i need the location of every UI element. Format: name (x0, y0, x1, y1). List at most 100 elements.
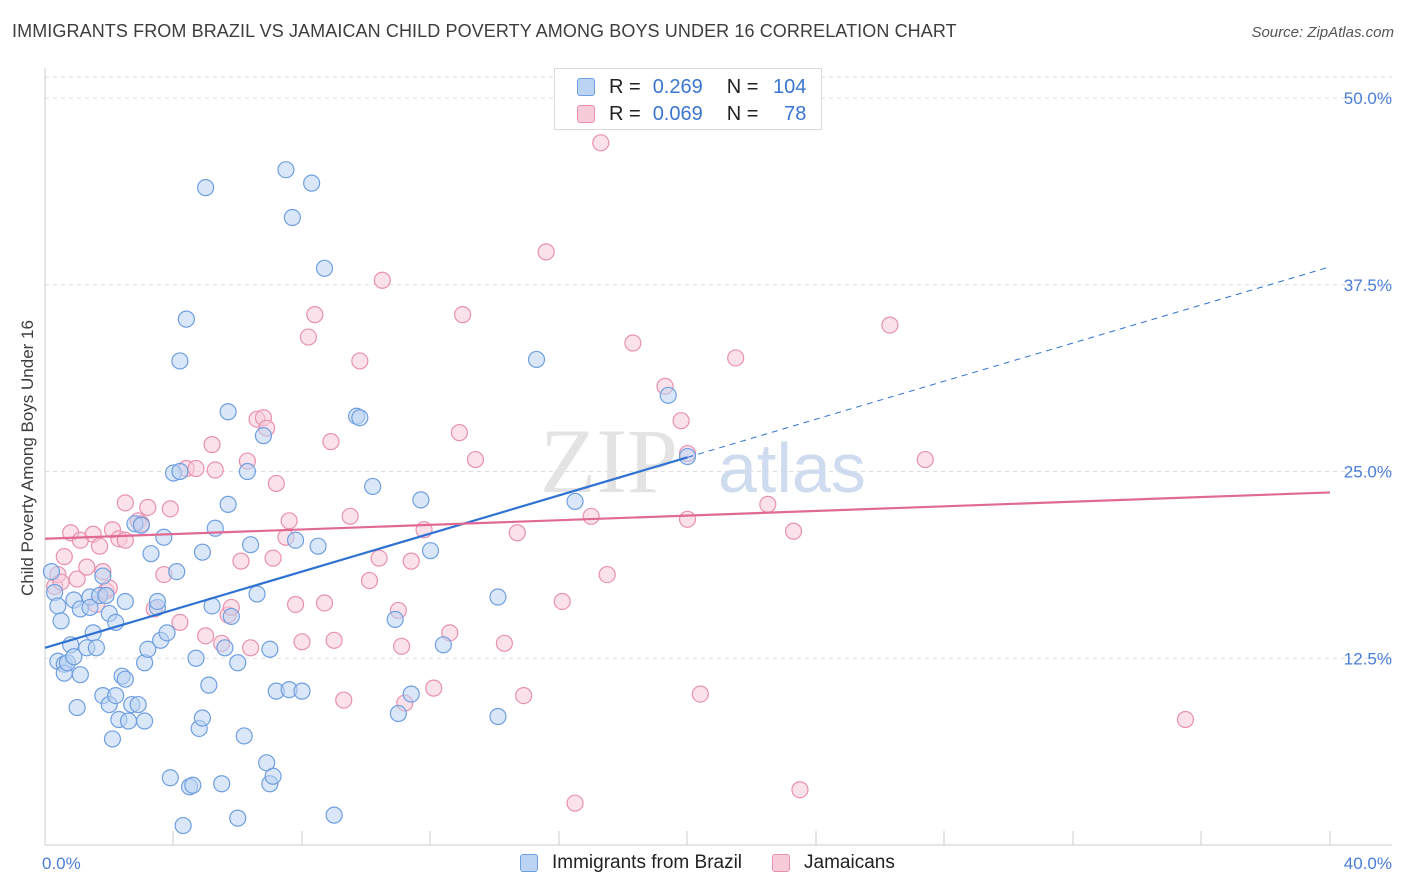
brazil-point (286, 531, 305, 549)
jamaica-point (402, 552, 420, 570)
jamaica-point (727, 349, 745, 367)
brazil-point (158, 624, 176, 642)
jamaica-point (450, 424, 469, 442)
jamaica-point (1176, 710, 1195, 729)
brazil-point (177, 310, 195, 328)
jamaica-trend-line (44, 491, 1331, 540)
jamaica-point (161, 500, 179, 518)
brazil-point (193, 543, 212, 561)
jamaica-point (315, 594, 334, 612)
n-label: N = (726, 75, 759, 98)
jamaica-point (678, 510, 697, 528)
brazil-point (235, 727, 253, 745)
jamaica-point (916, 450, 934, 469)
jamaica-point (495, 634, 513, 652)
source-label: Source: ZipAtlas.com (1251, 24, 1394, 41)
brazil-point (283, 208, 301, 227)
brazil-point (213, 775, 231, 793)
y-axis-title: Child Poverty Among Boys Under 16 (18, 320, 37, 596)
jamaica-point (759, 495, 777, 513)
jamaica-n-value: 78 (784, 102, 807, 125)
series-brazil (42, 161, 697, 835)
brazil-point (135, 712, 154, 730)
y-tick-label: 50.0% (1344, 89, 1392, 108)
brazil-point (242, 536, 260, 554)
watermark-atlas: atlas (718, 429, 866, 507)
brazil-point (52, 612, 70, 630)
brazil-point (148, 592, 167, 611)
brazil-point (325, 806, 343, 824)
legend-item-brazil[interactable]: Immigrants from Brazil (520, 852, 742, 874)
jamaica-point (267, 474, 285, 493)
jamaica-point (206, 461, 224, 479)
jamaica-point (242, 639, 260, 657)
brazil-trend-extension (687, 266, 1331, 458)
jamaica-point (515, 686, 533, 705)
brazil-point (489, 588, 507, 606)
brazil-point (386, 610, 404, 629)
brazil-point (566, 492, 584, 510)
jamaica-point (537, 243, 555, 261)
brazil-point (49, 597, 67, 615)
jamaica-point (454, 306, 472, 324)
brazil-point (171, 352, 189, 370)
correlation-legend: R = 0.269 N = 104 R = 0.069 N = 78 (554, 68, 822, 130)
brazil-point (116, 592, 134, 611)
jamaica-point (139, 498, 157, 516)
brazil-point (315, 259, 334, 277)
jamaica-point (425, 679, 443, 697)
r-label: R = (609, 75, 641, 98)
legend-item-jamaica[interactable]: Jamaicans (772, 852, 895, 874)
brazil-r-value: 0.269 (652, 75, 703, 98)
jamaica-point (232, 552, 250, 570)
brazil-n-value: 104 (773, 75, 807, 98)
jamaica-point (68, 570, 86, 588)
jamaica-swatch (577, 105, 595, 123)
brazil-point (364, 477, 382, 496)
legend-label-brazil: Immigrants from Brazil (552, 852, 743, 873)
brazil-trend-line (44, 456, 688, 649)
n-label: N = (726, 102, 759, 125)
watermark-zip: ZIP (540, 410, 678, 512)
brazil-point (200, 676, 218, 694)
jamaica-point (466, 450, 485, 469)
brazil-point (184, 776, 202, 794)
brazil-point (171, 462, 189, 481)
brazil-point (132, 516, 150, 534)
brazil-point (219, 495, 237, 513)
brazil-point (97, 586, 115, 605)
jamaica-point (360, 571, 379, 590)
tick-labels: 12.5% 25.0% 37.5% 50.0% 0.0% 40.0% (42, 89, 1392, 873)
brazil-point (71, 666, 89, 684)
jamaica-point (392, 637, 411, 655)
jamaica-point (116, 494, 134, 512)
brazil-point (119, 712, 138, 730)
brazil-point (293, 682, 311, 700)
trend-lines (44, 266, 1331, 649)
jamaica-point (784, 522, 803, 540)
brazil-point (678, 447, 697, 466)
jamaica-point (325, 631, 343, 649)
jamaica-point (280, 512, 298, 530)
brazil-point (527, 350, 546, 369)
r-label: R = (609, 102, 641, 125)
watermark: ZIP atlas (540, 410, 866, 512)
brazil-point (168, 562, 186, 581)
y-tick-label: 12.5% (1344, 649, 1392, 668)
brazil-point (389, 704, 407, 723)
brazil-point (351, 409, 369, 427)
brazil-point (303, 174, 321, 192)
brazil-point (219, 403, 237, 421)
y-tick-label: 37.5% (1344, 276, 1392, 295)
brazil-point (434, 636, 452, 654)
brazil-point (42, 562, 61, 581)
jamaica-point (78, 558, 96, 576)
brazil-point (309, 537, 327, 555)
brazil-point (248, 585, 266, 603)
brazil-point (129, 695, 147, 714)
brazil-point (107, 686, 125, 705)
jamaica-point (187, 459, 205, 478)
brazil-swatch (520, 854, 538, 872)
brazil-point (229, 809, 247, 827)
